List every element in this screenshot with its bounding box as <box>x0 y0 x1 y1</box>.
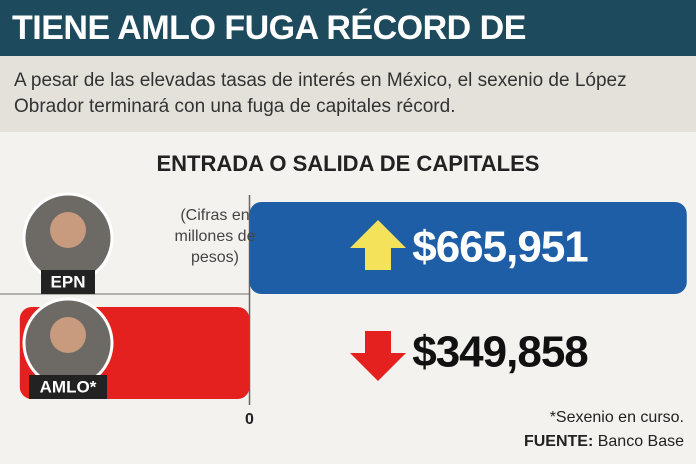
bar <box>249 202 687 294</box>
category-tag <box>29 375 107 399</box>
category-label: EPN <box>51 272 86 291</box>
category-label: AMLO* <box>40 377 97 396</box>
arrow-down <box>350 331 406 381</box>
subtitle: A pesar de las elevadas tasas de interés… <box>0 56 696 132</box>
footnote: *Sexenio en curso. <box>549 409 684 426</box>
x-tick-label: 0 <box>245 411 254 428</box>
portrait-face <box>50 212 86 248</box>
source-label: FUENTE: <box>523 433 594 450</box>
source-text: Banco Base <box>597 433 684 450</box>
footer: *Sexenio en curso. FUENTE: Banco Base <box>524 406 684 454</box>
arrow-up <box>350 220 406 270</box>
title: TIENE AMLO FUGA RÉCORD DE CAPITALES <box>0 0 696 103</box>
portrait-face <box>50 317 86 353</box>
category-tag <box>41 270 95 294</box>
source: FUENTE: Banco Base <box>524 430 684 454</box>
chart-title: ENTRADA O SALIDA DE CAPITALES <box>157 151 540 176</box>
units-note: (Cifras en millones de pesos) <box>174 207 256 266</box>
value-label: $665,951 <box>412 223 588 272</box>
value-label: $349,858 <box>412 328 588 377</box>
